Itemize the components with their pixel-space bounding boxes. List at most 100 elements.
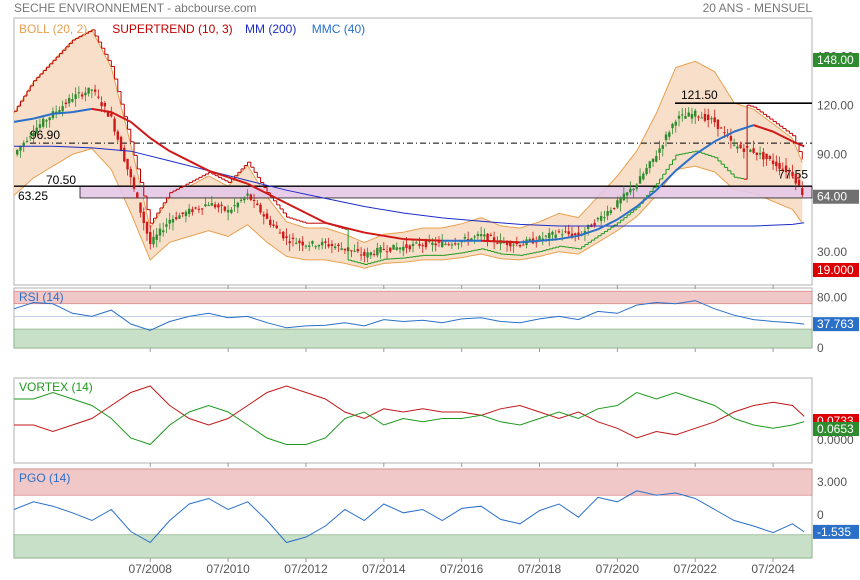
candle-body — [651, 158, 655, 163]
candle-body — [58, 110, 61, 114]
pgo-badge: -1.535 — [817, 525, 851, 539]
mmc40-segment — [72, 107, 93, 114]
candle-body — [703, 113, 707, 121]
candle-body — [210, 203, 214, 206]
mmc40-segment — [208, 169, 229, 179]
mmc40-segment — [694, 140, 716, 156]
candle-body — [619, 198, 622, 204]
legend-rsi-14: RSI (14) — [19, 290, 64, 304]
candle-body — [616, 200, 619, 208]
candle-body — [583, 230, 587, 234]
mmc40-segment — [519, 238, 560, 244]
mmc40-segment — [675, 153, 696, 172]
candle-body — [353, 250, 356, 252]
candle-body — [541, 238, 544, 240]
candle-body — [311, 241, 314, 244]
annotation-121-50: 121.50 — [681, 88, 718, 102]
mmc40-segment — [169, 150, 190, 162]
candle-body — [97, 96, 100, 98]
candle-body — [333, 246, 337, 249]
pgo-lower-zone — [13, 534, 813, 559]
price-badge-148-00: 148.00 — [817, 53, 854, 67]
candle-body — [716, 119, 720, 129]
candle-body — [629, 188, 632, 193]
candle-body — [424, 241, 428, 248]
candle-body — [291, 237, 295, 240]
candle-body — [768, 156, 772, 160]
candle-body — [554, 234, 557, 238]
mm200-line — [14, 145, 805, 227]
vortex-minus-line — [14, 385, 805, 439]
mmc40-segment — [52, 111, 73, 115]
candle-body — [19, 146, 22, 151]
legend-mmc-40: MMC (40) — [312, 22, 365, 36]
candle-body — [697, 116, 700, 118]
candle-body — [379, 247, 382, 253]
mmc40-segment — [636, 189, 657, 208]
rsi-oversold-zone — [13, 328, 813, 349]
candle-body — [61, 106, 64, 112]
price-badge-19-000-bg — [813, 263, 859, 277]
candle-body — [158, 228, 162, 236]
candle-body — [317, 245, 321, 247]
candle-body — [155, 234, 158, 240]
candle-body — [272, 224, 275, 226]
candle-body — [16, 149, 19, 155]
candle-body — [405, 244, 408, 248]
candle-body — [570, 233, 574, 237]
mmc40-segment — [188, 160, 210, 172]
candle-body — [463, 236, 467, 239]
candle-body — [116, 131, 120, 140]
rsi-tick-80: 80.00 — [817, 290, 847, 304]
mmc40-segment — [792, 140, 805, 148]
candle-body — [694, 110, 697, 117]
candle-body — [489, 234, 493, 236]
candle-body — [561, 234, 564, 236]
candle-body — [369, 252, 373, 256]
candle-body — [638, 176, 642, 184]
candle-body — [132, 177, 136, 189]
candle-body — [544, 235, 548, 237]
rsi-line — [13, 300, 805, 331]
candle-body — [677, 115, 681, 119]
price-badge-19-000: 19.000 — [817, 263, 854, 277]
vortex-tick-zero: 0.0000 — [817, 433, 854, 447]
candle-body — [749, 149, 752, 152]
candle-body — [450, 244, 454, 246]
mmc40-segment — [227, 176, 248, 185]
mmc40-segment — [33, 112, 54, 120]
mmc40-segment — [753, 124, 774, 133]
rsi-tick-0: 0 — [817, 341, 824, 355]
candle-body — [298, 240, 301, 244]
candle-body — [710, 118, 713, 120]
x-tick-07-2010: 07/2010 — [206, 562, 250, 576]
candle-body — [262, 214, 265, 217]
candle-body — [285, 236, 288, 238]
candle-body — [363, 251, 366, 256]
candle-body — [295, 242, 298, 244]
candle-body — [453, 243, 457, 245]
pgo-badge-bg — [813, 524, 859, 539]
candle-body — [418, 243, 421, 246]
candle-body — [22, 142, 25, 146]
candle-body — [100, 102, 103, 107]
x-axis: 07/2008 07/2010 07/2012 07/2014 07/2016 07/20… — [129, 285, 795, 576]
candle-body — [200, 208, 204, 210]
candle-body — [123, 147, 126, 162]
candle-body — [350, 250, 353, 252]
candle-body — [457, 243, 460, 245]
candle-body — [194, 207, 197, 209]
candle-body — [700, 117, 703, 119]
mmc40-segment — [558, 234, 579, 241]
candle-body — [599, 216, 603, 221]
candle-body — [658, 148, 661, 153]
candle-body — [314, 246, 317, 248]
candle-body — [622, 193, 626, 201]
candle-body — [781, 168, 785, 170]
candle-body — [385, 251, 389, 253]
candle-body — [421, 245, 424, 247]
candle-body — [606, 211, 609, 216]
candle-body — [791, 172, 794, 177]
candle-body — [483, 234, 486, 237]
candle-body — [736, 146, 739, 149]
